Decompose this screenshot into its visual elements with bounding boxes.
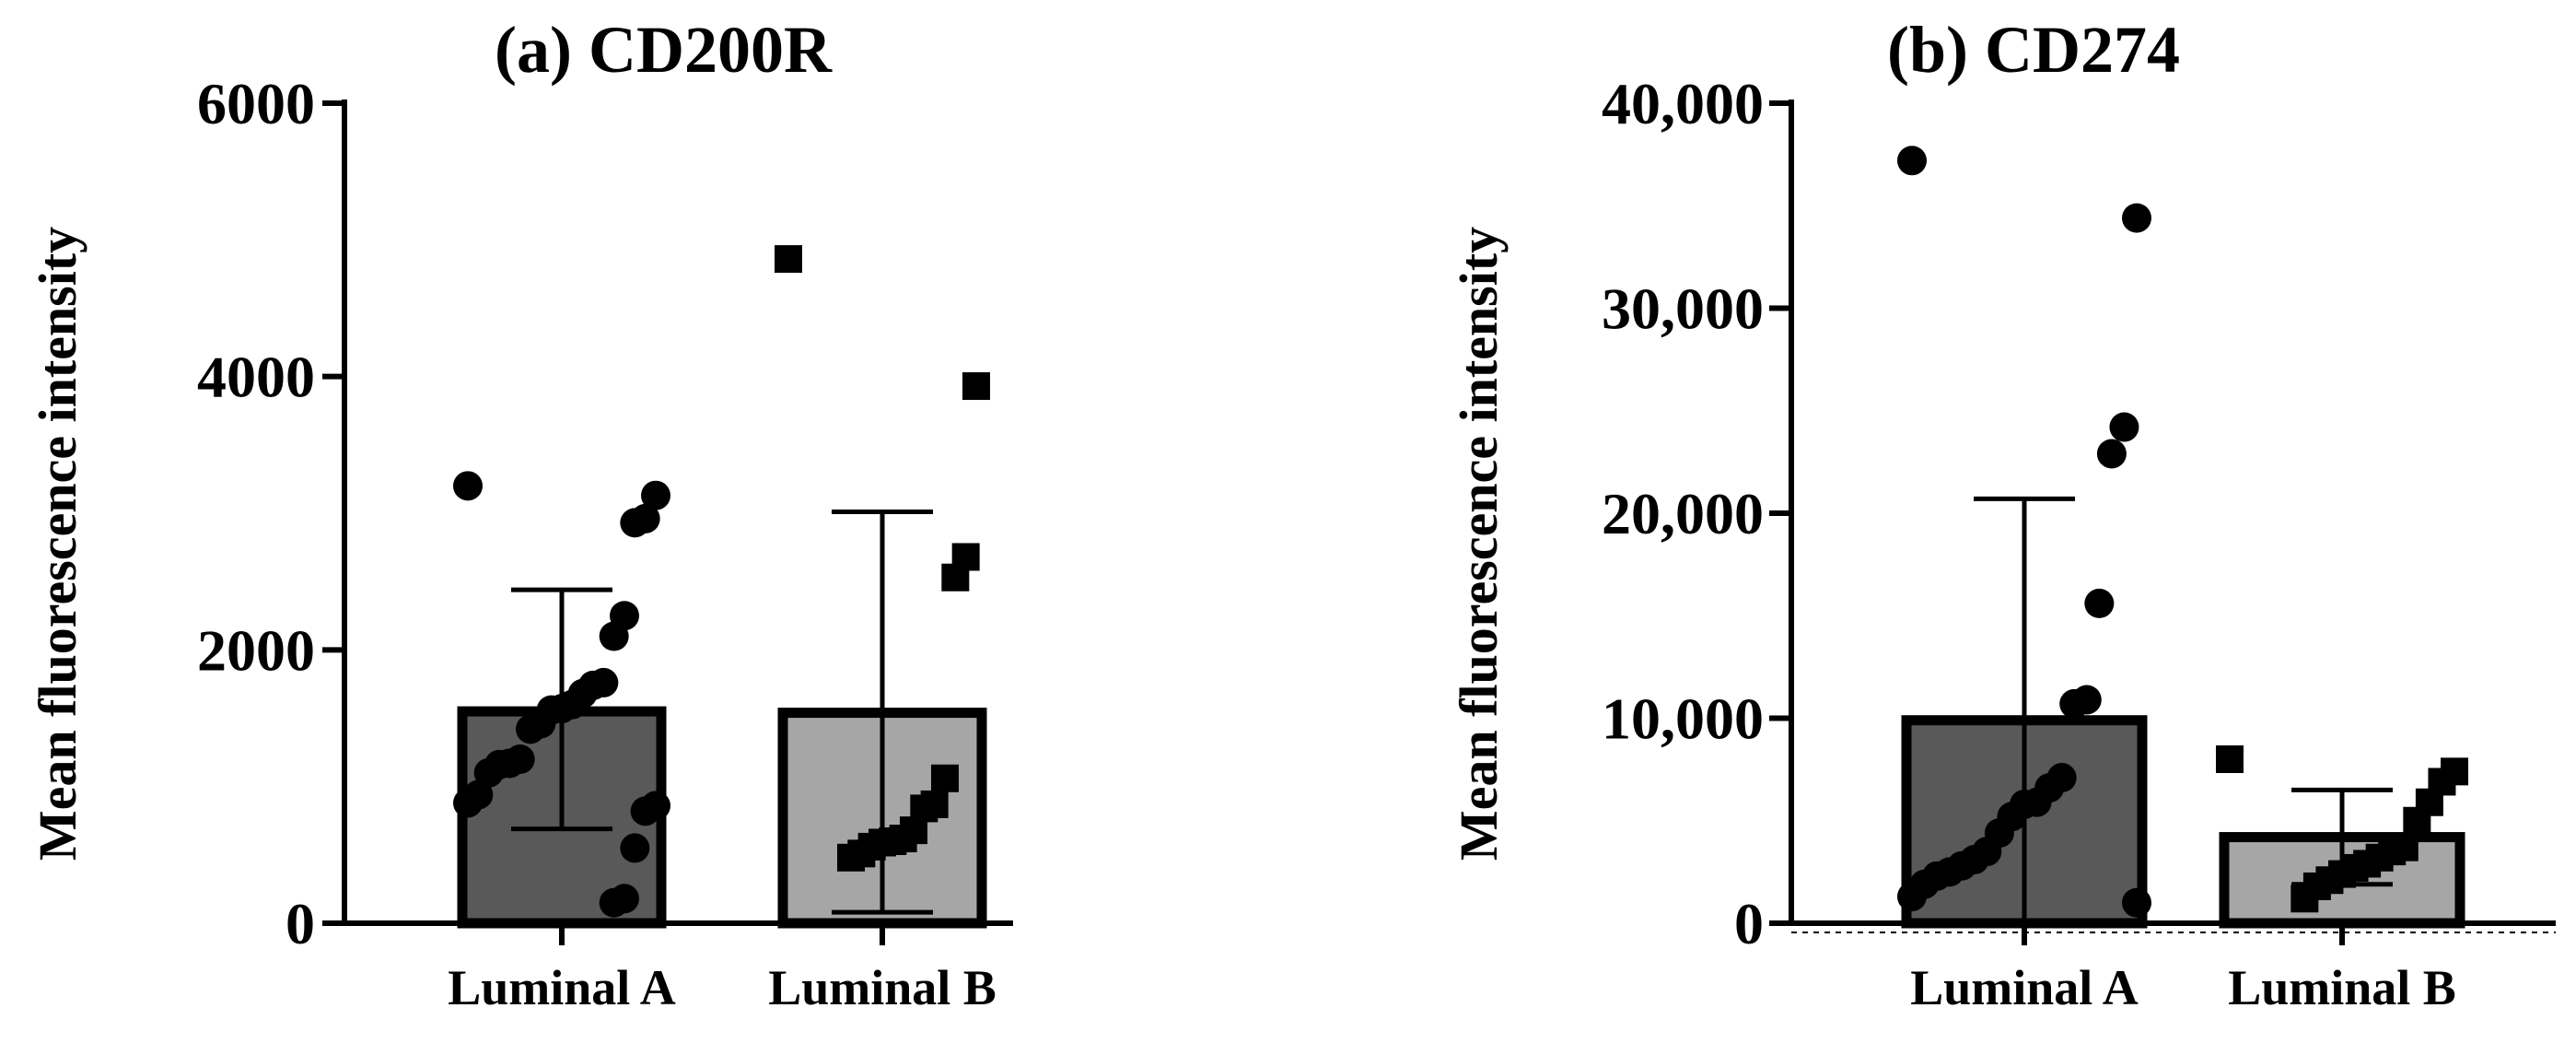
data-point-0-0-13 xyxy=(516,714,545,744)
y-tick-label-0-0: 0 xyxy=(286,891,315,956)
data-point-1-0-19 xyxy=(1897,882,1927,912)
data-point-0-0-1 xyxy=(641,480,670,510)
data-point-1-1-13 xyxy=(2290,885,2319,913)
y-tick-label-0-1: 2000 xyxy=(197,617,315,683)
chart-title-b: (b) CD274 xyxy=(1887,13,2180,87)
data-point-0-0-24 xyxy=(599,887,629,918)
data-point-1-0-1 xyxy=(2122,203,2151,233)
data-point-0-1-3 xyxy=(941,563,970,592)
data-point-0-0-17 xyxy=(473,757,504,788)
data-point-0-1-0 xyxy=(775,245,802,274)
chart-panel-b: (b) CD274 Mean fluorescence intensity 0 1… xyxy=(1449,13,2556,1015)
data-point-1-0-0 xyxy=(1897,146,1927,176)
data-point-0-1-13 xyxy=(837,843,865,872)
data-point-0-0-3 xyxy=(620,508,650,538)
data-point-0-0-0 xyxy=(453,471,483,501)
data-point-1-0-20 xyxy=(2122,887,2151,918)
y-tick-label-1-3: 30,000 xyxy=(1602,276,1764,342)
data-point-0-1-4 xyxy=(931,764,959,792)
x-tick-label-0-1: Luminal B xyxy=(768,960,997,1015)
data-point-0-1-1 xyxy=(962,372,990,401)
data-point-1-1-0 xyxy=(2216,745,2244,773)
data-point-0-0-5 xyxy=(599,621,629,651)
y-tick-label-1-1: 10,000 xyxy=(1602,686,1764,752)
y-tick-label-0-3: 6000 xyxy=(197,71,315,136)
y-axis-label-a: Mean fluorescence intensity xyxy=(28,227,87,861)
x-tick-label-1-1: Luminal B xyxy=(2228,960,2456,1015)
chart-title-a: (a) CD200R xyxy=(495,13,833,87)
y-tick-label-1-2: 20,000 xyxy=(1602,481,1764,546)
data-point-1-0-3 xyxy=(2096,439,2127,469)
data-point-1-0-4 xyxy=(2084,588,2115,618)
x-tick-label-0-0: Luminal A xyxy=(448,960,676,1015)
data-point-0-0-19 xyxy=(453,788,483,818)
data-point-1-1-4 xyxy=(2403,806,2431,835)
data-point-1-0-2 xyxy=(2109,412,2139,442)
data-point-1-0-6 xyxy=(2059,688,2090,719)
y-tick-label-1-4: 40,000 xyxy=(1602,71,1764,136)
chart-panel-a: (a) CD200R Mean fluorescence intensity 0… xyxy=(28,13,1013,1015)
data-point-0-0-22 xyxy=(620,833,650,863)
y-tick-label-0-2: 4000 xyxy=(197,345,315,410)
x-tick-label-1-0: Luminal A xyxy=(1910,960,2139,1015)
data-point-0-0-21 xyxy=(630,796,660,826)
y-axis-label-b: Mean fluorescence intensity xyxy=(1449,227,1509,861)
y-tick-label-1-0: 0 xyxy=(1734,891,1764,956)
